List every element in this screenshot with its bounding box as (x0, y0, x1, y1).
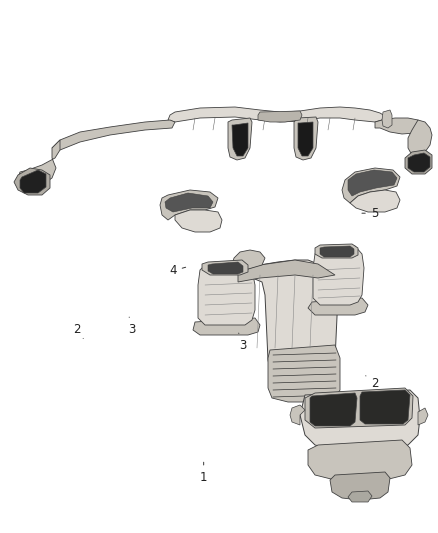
Polygon shape (14, 168, 50, 195)
Polygon shape (408, 120, 432, 156)
Polygon shape (238, 260, 335, 282)
Polygon shape (310, 393, 357, 426)
Polygon shape (268, 345, 340, 402)
Polygon shape (294, 117, 318, 160)
Polygon shape (382, 110, 392, 128)
Text: 1: 1 (200, 462, 208, 483)
Polygon shape (232, 250, 265, 272)
Polygon shape (290, 405, 305, 425)
Polygon shape (348, 491, 372, 502)
Text: 2: 2 (73, 323, 83, 338)
Polygon shape (313, 246, 364, 305)
Polygon shape (20, 170, 46, 193)
Polygon shape (208, 262, 243, 274)
Polygon shape (320, 246, 354, 257)
Polygon shape (350, 190, 400, 212)
Polygon shape (300, 390, 420, 452)
Text: 3: 3 (239, 333, 247, 352)
Polygon shape (315, 244, 358, 258)
Polygon shape (202, 260, 248, 275)
Polygon shape (308, 298, 368, 315)
Text: 5: 5 (362, 207, 378, 220)
Polygon shape (405, 150, 432, 174)
Polygon shape (360, 390, 410, 424)
Polygon shape (418, 408, 428, 425)
Polygon shape (238, 260, 338, 396)
Polygon shape (52, 120, 175, 150)
Polygon shape (305, 388, 413, 428)
Polygon shape (18, 140, 60, 188)
Polygon shape (168, 107, 385, 122)
Polygon shape (348, 170, 397, 196)
Polygon shape (408, 153, 430, 172)
Polygon shape (160, 190, 218, 220)
Polygon shape (258, 111, 302, 122)
Polygon shape (228, 118, 252, 160)
Text: 4: 4 (169, 264, 186, 277)
Polygon shape (330, 472, 390, 500)
Polygon shape (175, 210, 222, 232)
Polygon shape (342, 168, 400, 203)
Polygon shape (193, 318, 260, 335)
Text: 2: 2 (366, 376, 378, 390)
Polygon shape (375, 118, 422, 134)
Polygon shape (165, 193, 213, 212)
Polygon shape (308, 440, 412, 482)
Polygon shape (298, 122, 313, 156)
Polygon shape (198, 262, 255, 325)
Text: 3: 3 (128, 317, 135, 336)
Polygon shape (232, 123, 248, 156)
